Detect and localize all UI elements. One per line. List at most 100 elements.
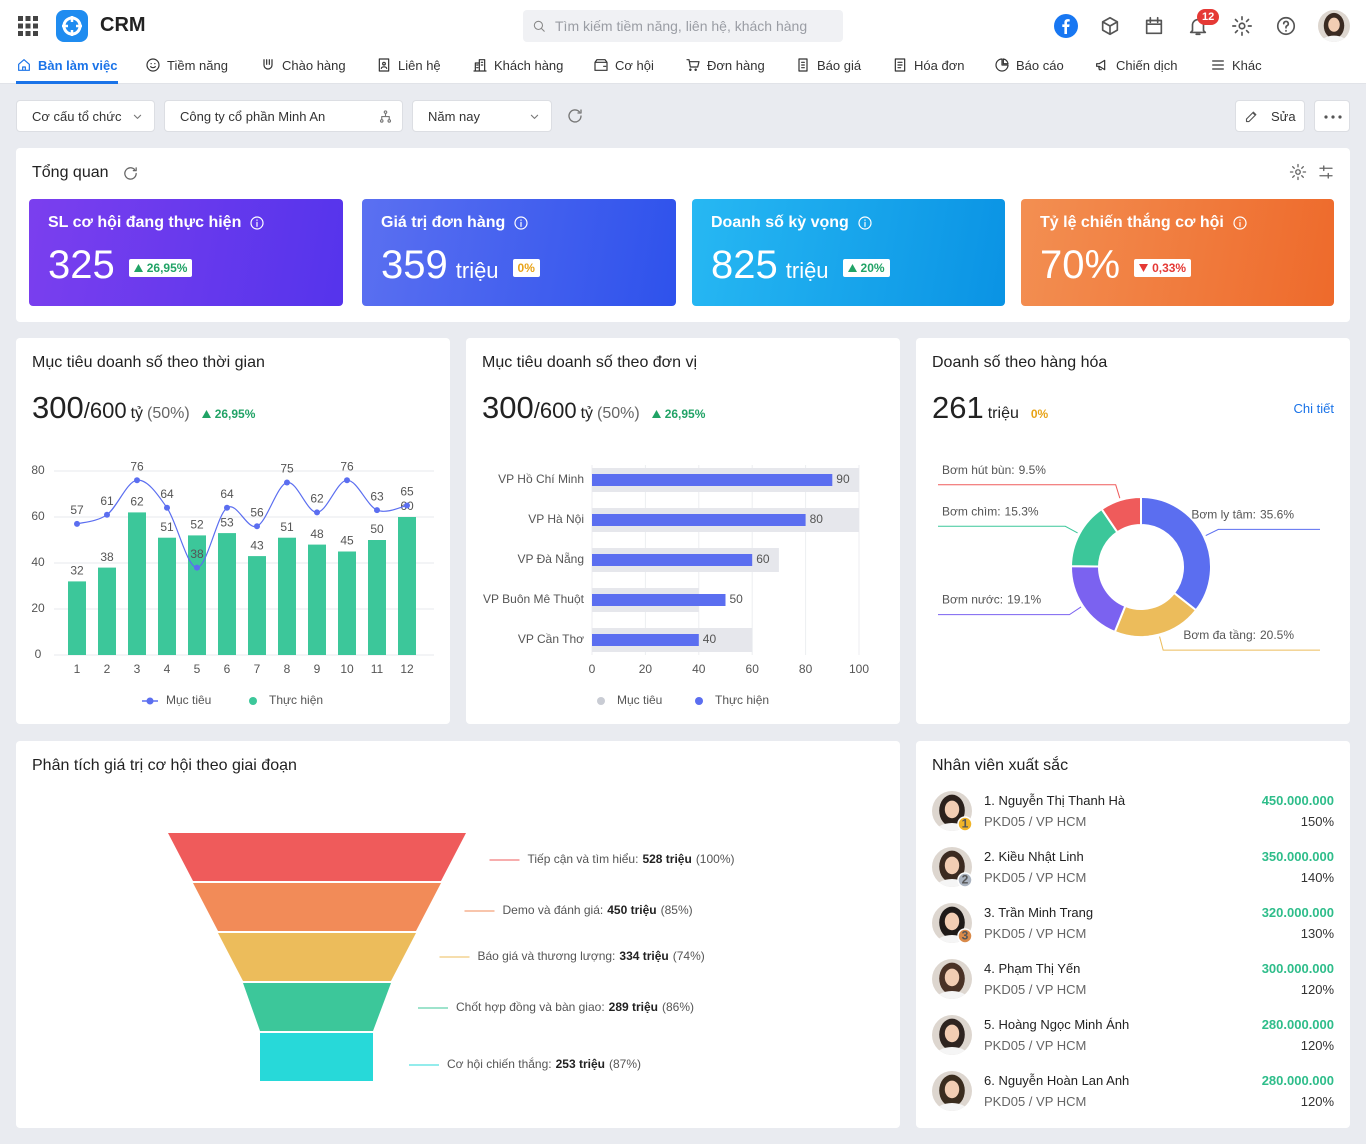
stage-percent: (85%) <box>661 903 693 917</box>
kpi-info[interactable] <box>857 215 873 231</box>
user-avatar[interactable] <box>1318 10 1350 42</box>
search-box[interactable]: Tìm kiếm tiềm năng, liên hệ, khách hàng <box>523 10 843 42</box>
more-button[interactable] <box>1314 100 1350 132</box>
nav-item[interactable]: Chào hàng <box>260 55 346 75</box>
x-tick-label: 0 <box>589 662 596 676</box>
nav-icon <box>798 58 808 72</box>
nav-label: Tiềm năng <box>167 57 228 73</box>
target-line <box>76 479 408 569</box>
nav-item[interactable]: Đơn hàng <box>685 55 765 75</box>
overview-config[interactable] <box>1317 163 1335 181</box>
nav-item[interactable]: Khách hàng <box>472 55 563 75</box>
slice-name: Bơm ly tâm: <box>1191 508 1256 522</box>
stage-name: Cơ hội chiến thắng: <box>447 1056 552 1071</box>
refresh-button[interactable] <box>566 107 584 125</box>
employee-dept: PKD05 / VP HCM <box>984 926 1087 941</box>
summary-change: 26,95% <box>201 407 255 421</box>
more-icon <box>1324 115 1342 119</box>
facebook-icon[interactable] <box>1054 14 1078 38</box>
nav-item[interactable]: Chiến dịch <box>1094 55 1177 75</box>
kpi-badge: 0% <box>512 259 540 277</box>
leader-line <box>938 525 1078 534</box>
employee-percent: 150% <box>1300 814 1334 829</box>
bar-value-label: 38 <box>100 550 114 564</box>
line-value-label: 63 <box>370 489 384 503</box>
summary-change-value: 0% <box>1030 407 1049 421</box>
bar-value-label: 52 <box>190 518 204 532</box>
employee-name: 3. Trần Minh Trang <box>984 905 1094 920</box>
avatar-body <box>935 991 969 999</box>
line-point <box>74 520 80 527</box>
kpi-label-row: Tỷ lệ chiến thắng cơ hội <box>1040 214 1248 232</box>
kpi-value-row: 325 26,95% <box>48 243 193 288</box>
line-value-label: 61 <box>100 494 114 508</box>
kpi-change: 26,95% <box>146 261 188 275</box>
panel-title: Mục tiêu doanh số theo đơn vị <box>482 354 698 371</box>
summary-unit: tỷ <box>580 405 594 422</box>
bar <box>398 517 416 655</box>
overview-refresh[interactable] <box>122 165 139 182</box>
overview-refresh-shape <box>124 167 137 180</box>
nav-icon-shape <box>473 59 487 72</box>
more-dot <box>1331 115 1335 119</box>
filter-select[interactable]: Công ty cổ phần Minh An <box>164 100 403 132</box>
kpi-info[interactable] <box>1232 215 1248 231</box>
avatar-face <box>944 1080 960 1099</box>
stage-percent: (87%) <box>609 1057 641 1071</box>
trend-triangle <box>1139 264 1149 272</box>
x-tick-label: 7 <box>254 662 261 676</box>
nav-item[interactable]: Khác <box>1210 55 1262 75</box>
edit-button[interactable]: Sửa <box>1235 100 1305 132</box>
summary-target: /600 <box>533 398 577 423</box>
employee-name: 2. Kiều Nhật Linh <box>984 849 1084 864</box>
panel-title: Phân tích giá trị cơ hội theo giai đoạn <box>32 757 297 774</box>
x-tick-label: 3 <box>134 662 141 676</box>
nav-icon <box>1212 60 1224 70</box>
overview-settings[interactable] <box>1289 163 1307 181</box>
legend-label: Mục tiêu <box>166 693 211 707</box>
line-point <box>314 509 320 516</box>
package-icon[interactable] <box>1099 15 1121 37</box>
help-icon[interactable] <box>1275 15 1297 37</box>
chart-panel: Doanh số theo hàng hóa 261 triệu 0% Chi tiết… <box>916 338 1350 724</box>
y-tick-label: 20 <box>31 601 45 615</box>
kpi-info[interactable] <box>513 215 529 231</box>
calendar-icon-shape <box>1145 16 1163 35</box>
nav-icon-shape <box>995 58 1009 72</box>
bar-value-label: 90 <box>836 472 850 486</box>
nav-item[interactable]: Liên hệ <box>376 55 441 75</box>
kpi-label: Tỷ lệ chiến thắng cơ hội <box>1040 214 1224 231</box>
panel-title: Doanh số theo hàng hóa <box>932 354 1108 371</box>
filter-icon <box>379 110 392 123</box>
y-tick-label: 60 <box>31 509 45 523</box>
bar-value-label: 50 <box>730 592 744 606</box>
stage-percent: (86%) <box>662 1000 694 1014</box>
bar-value-label: 50 <box>370 522 384 536</box>
trend-triangle <box>847 264 857 272</box>
calendar-icon[interactable] <box>1143 15 1165 37</box>
detail-link[interactable]: Chi tiết <box>1293 401 1334 416</box>
app-logo[interactable] <box>56 10 88 42</box>
funnel-label: Báo giá và thương lượng: 334 triệu (74%) <box>478 949 705 963</box>
settings-icon[interactable] <box>1231 15 1253 37</box>
nav-icon-shape <box>798 58 808 72</box>
legend-marker <box>249 697 257 705</box>
nav-item[interactable]: Cơ hội <box>593 55 654 75</box>
filter-select[interactable]: Năm nay <box>412 100 552 132</box>
kpi-info[interactable] <box>249 215 265 231</box>
nav-item[interactable]: Báo giá <box>795 55 861 75</box>
refresh-button-shape <box>568 109 582 123</box>
nav-label: Khách hàng <box>494 57 564 73</box>
nav-icon-shape <box>594 59 608 71</box>
avatar-body <box>935 1103 969 1111</box>
y-tick-label: VP Hà Nội <box>528 512 584 526</box>
edit-icon-shape <box>1245 111 1257 123</box>
nav-item[interactable]: Báo cáo <box>994 55 1064 75</box>
filter-select[interactable]: Cơ cấu tổ chức <box>16 100 155 132</box>
apps-menu[interactable] <box>18 16 38 36</box>
nav-item-active[interactable]: Bàn làm việc <box>16 55 118 75</box>
donut-slice <box>1100 495 1142 534</box>
nav-label: Chiến dịch <box>1116 57 1178 73</box>
nav-item[interactable]: Hóa đơn <box>892 55 964 75</box>
nav-item[interactable]: Tiềm năng <box>145 55 228 75</box>
